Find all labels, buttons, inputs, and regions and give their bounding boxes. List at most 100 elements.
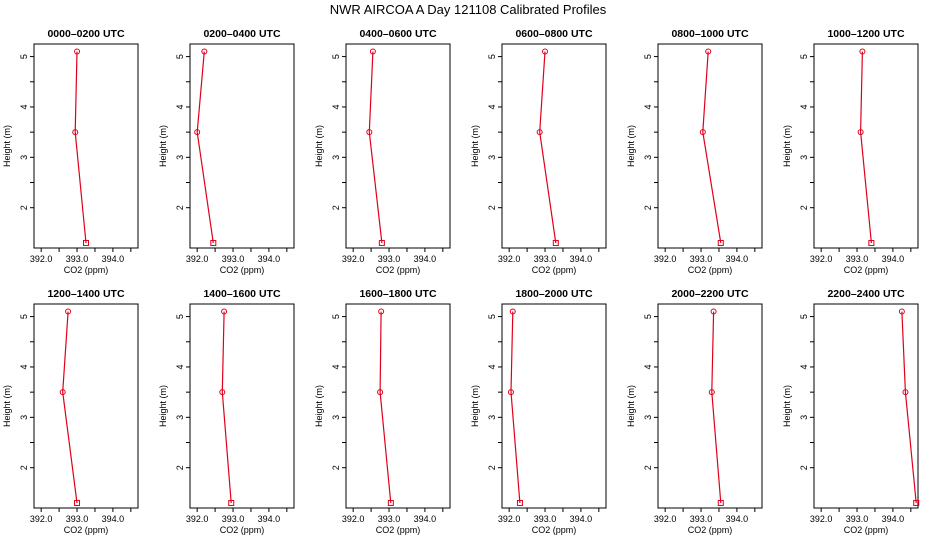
- x-tick-label: 392.0: [654, 514, 677, 524]
- data-point: [228, 499, 235, 506]
- data-point: [219, 389, 226, 396]
- data-point: [83, 239, 89, 246]
- y-tick-label: 4: [487, 104, 497, 109]
- x-tick-label: 392.0: [186, 514, 209, 524]
- y-tick-label: 3: [799, 415, 809, 420]
- figure-title: NWR AIRCOA A Day 121108 Calibrated Profi…: [330, 2, 607, 17]
- y-axis-label: Height (m): [470, 125, 480, 167]
- x-tick-label: 394.0: [414, 514, 437, 524]
- x-tick-label: 394.0: [102, 254, 125, 264]
- data-point: [369, 48, 376, 55]
- y-tick-label: 4: [175, 104, 185, 109]
- y-tick-label: 5: [799, 314, 809, 319]
- profile-panel: 1200–1400 UTC 392.0 393.0 394.0 2 3 4 5 CO2 (ppm…: [2, 288, 139, 535]
- plot-frame: [501, 303, 607, 509]
- y-axis-label: Height (m): [626, 125, 636, 167]
- x-tick-label: 394.0: [882, 254, 905, 264]
- y-tick-label: 5: [19, 54, 29, 59]
- data-point: [913, 499, 920, 506]
- x-axis-label: CO2 (ppm): [376, 265, 421, 275]
- x-tick-label: 394.0: [570, 514, 593, 524]
- y-axis-label: Height (m): [314, 125, 324, 167]
- profile-panel: 1600–1800 UTC 392.0 393.0 394.0 2 3 4 5 CO2 (ppm…: [314, 288, 451, 535]
- x-tick-label: 392.0: [186, 254, 209, 264]
- x-tick-label: 392.0: [498, 254, 521, 264]
- data-point: [542, 48, 549, 55]
- profile-panel: 2000–2200 UTC 392.0 393.0 394.0 2 3 4 5 CO2 (ppm…: [626, 288, 763, 535]
- data-point: [210, 239, 217, 246]
- y-axis-label: Height (m): [2, 385, 12, 427]
- y-tick-label: 5: [331, 54, 341, 59]
- plot-frame: [33, 303, 139, 509]
- profile-panel: 0200–0400 UTC 392.0 393.0 394.0 2 3 4 5 CO2 (ppm…: [158, 28, 295, 275]
- profile-panel: 1000–1200 UTC 392.0 393.0 394.0 2 3 4 5 CO2 (ppm…: [782, 28, 919, 275]
- panel-title: 1200–1400 UTC: [47, 288, 124, 300]
- y-tick-label: 5: [175, 314, 185, 319]
- x-tick-label: 392.0: [810, 514, 833, 524]
- y-tick-label: 2: [331, 465, 341, 470]
- profile-line: [379, 311, 392, 504]
- data-point: [377, 389, 384, 396]
- y-tick-label: 2: [175, 205, 185, 210]
- x-tick-label: 394.0: [414, 254, 437, 264]
- y-tick-label: 4: [19, 364, 29, 369]
- data-point: [74, 499, 81, 506]
- x-tick-label: 392.0: [30, 254, 53, 264]
- x-tick-label: 393.0: [378, 254, 401, 264]
- x-tick-label: 393.0: [378, 514, 401, 524]
- y-tick-label: 3: [331, 155, 341, 160]
- data-point: [59, 389, 66, 396]
- y-tick-label: 4: [331, 364, 341, 369]
- panel-title: 0800–1000 UTC: [671, 28, 748, 40]
- y-tick-label: 2: [19, 205, 29, 210]
- data-point: [516, 499, 523, 506]
- data-point: [717, 239, 724, 246]
- y-tick-label: 3: [643, 155, 653, 160]
- y-axis-label: Height (m): [782, 385, 792, 427]
- data-point: [378, 308, 385, 315]
- panel-title: 2200–2400 UTC: [827, 288, 904, 300]
- x-tick-label: 394.0: [726, 514, 749, 524]
- data-point: [74, 48, 81, 55]
- plot-frame: [501, 43, 607, 249]
- x-tick-label: 393.0: [222, 254, 245, 264]
- x-tick-label: 392.0: [498, 514, 521, 524]
- y-tick-label: 2: [487, 205, 497, 210]
- y-axis-label: Height (m): [470, 385, 480, 427]
- data-point: [366, 129, 373, 136]
- y-tick-label: 3: [643, 415, 653, 420]
- profile-line: [711, 311, 722, 504]
- y-axis-label: Height (m): [626, 385, 636, 427]
- y-tick-label: 2: [331, 205, 341, 210]
- y-tick-label: 5: [643, 314, 653, 319]
- y-tick-label: 4: [19, 104, 29, 109]
- profile-panel: 0000–0200 UTC 392.0 393.0 394.0 2 3 4 5 CO2 (ppm…: [2, 28, 139, 275]
- y-axis-label: Height (m): [158, 125, 168, 167]
- profile-panel: 1800–2000 UTC 392.0 393.0 394.0 2 3 4 5 CO2 (ppm…: [470, 288, 607, 535]
- y-tick-label: 5: [643, 54, 653, 59]
- x-tick-label: 394.0: [570, 254, 593, 264]
- data-point: [717, 499, 724, 506]
- x-tick-label: 393.0: [534, 254, 557, 264]
- profile-line: [368, 51, 383, 244]
- x-tick-label: 392.0: [342, 254, 365, 264]
- plot-frame: [189, 43, 295, 249]
- data-point: [378, 239, 385, 246]
- y-tick-label: 3: [175, 415, 185, 420]
- y-tick-label: 4: [799, 104, 809, 109]
- x-tick-label: 394.0: [102, 514, 125, 524]
- profile-panel: 2200–2400 UTC 392.0 393.0 394.0 2 3 4 5 CO2 (ppm…: [782, 288, 920, 535]
- y-tick-label: 2: [487, 465, 497, 470]
- y-tick-label: 5: [175, 54, 185, 59]
- data-point: [509, 308, 516, 315]
- y-axis-label: Height (m): [2, 125, 12, 167]
- plot-frame: [345, 43, 451, 249]
- profile-panels: 0000–0200 UTC 392.0 393.0 394.0 2 3 4 5 CO2 (ppm…: [2, 28, 920, 535]
- plot-frame: [345, 303, 451, 509]
- y-tick-label: 5: [487, 54, 497, 59]
- x-tick-label: 392.0: [342, 514, 365, 524]
- x-tick-label: 394.0: [726, 254, 749, 264]
- profile-panel: 0400–0600 UTC 392.0 393.0 394.0 2 3 4 5 CO2 (ppm…: [314, 28, 451, 275]
- x-tick-label: 392.0: [654, 254, 677, 264]
- x-tick-label: 394.0: [258, 254, 281, 264]
